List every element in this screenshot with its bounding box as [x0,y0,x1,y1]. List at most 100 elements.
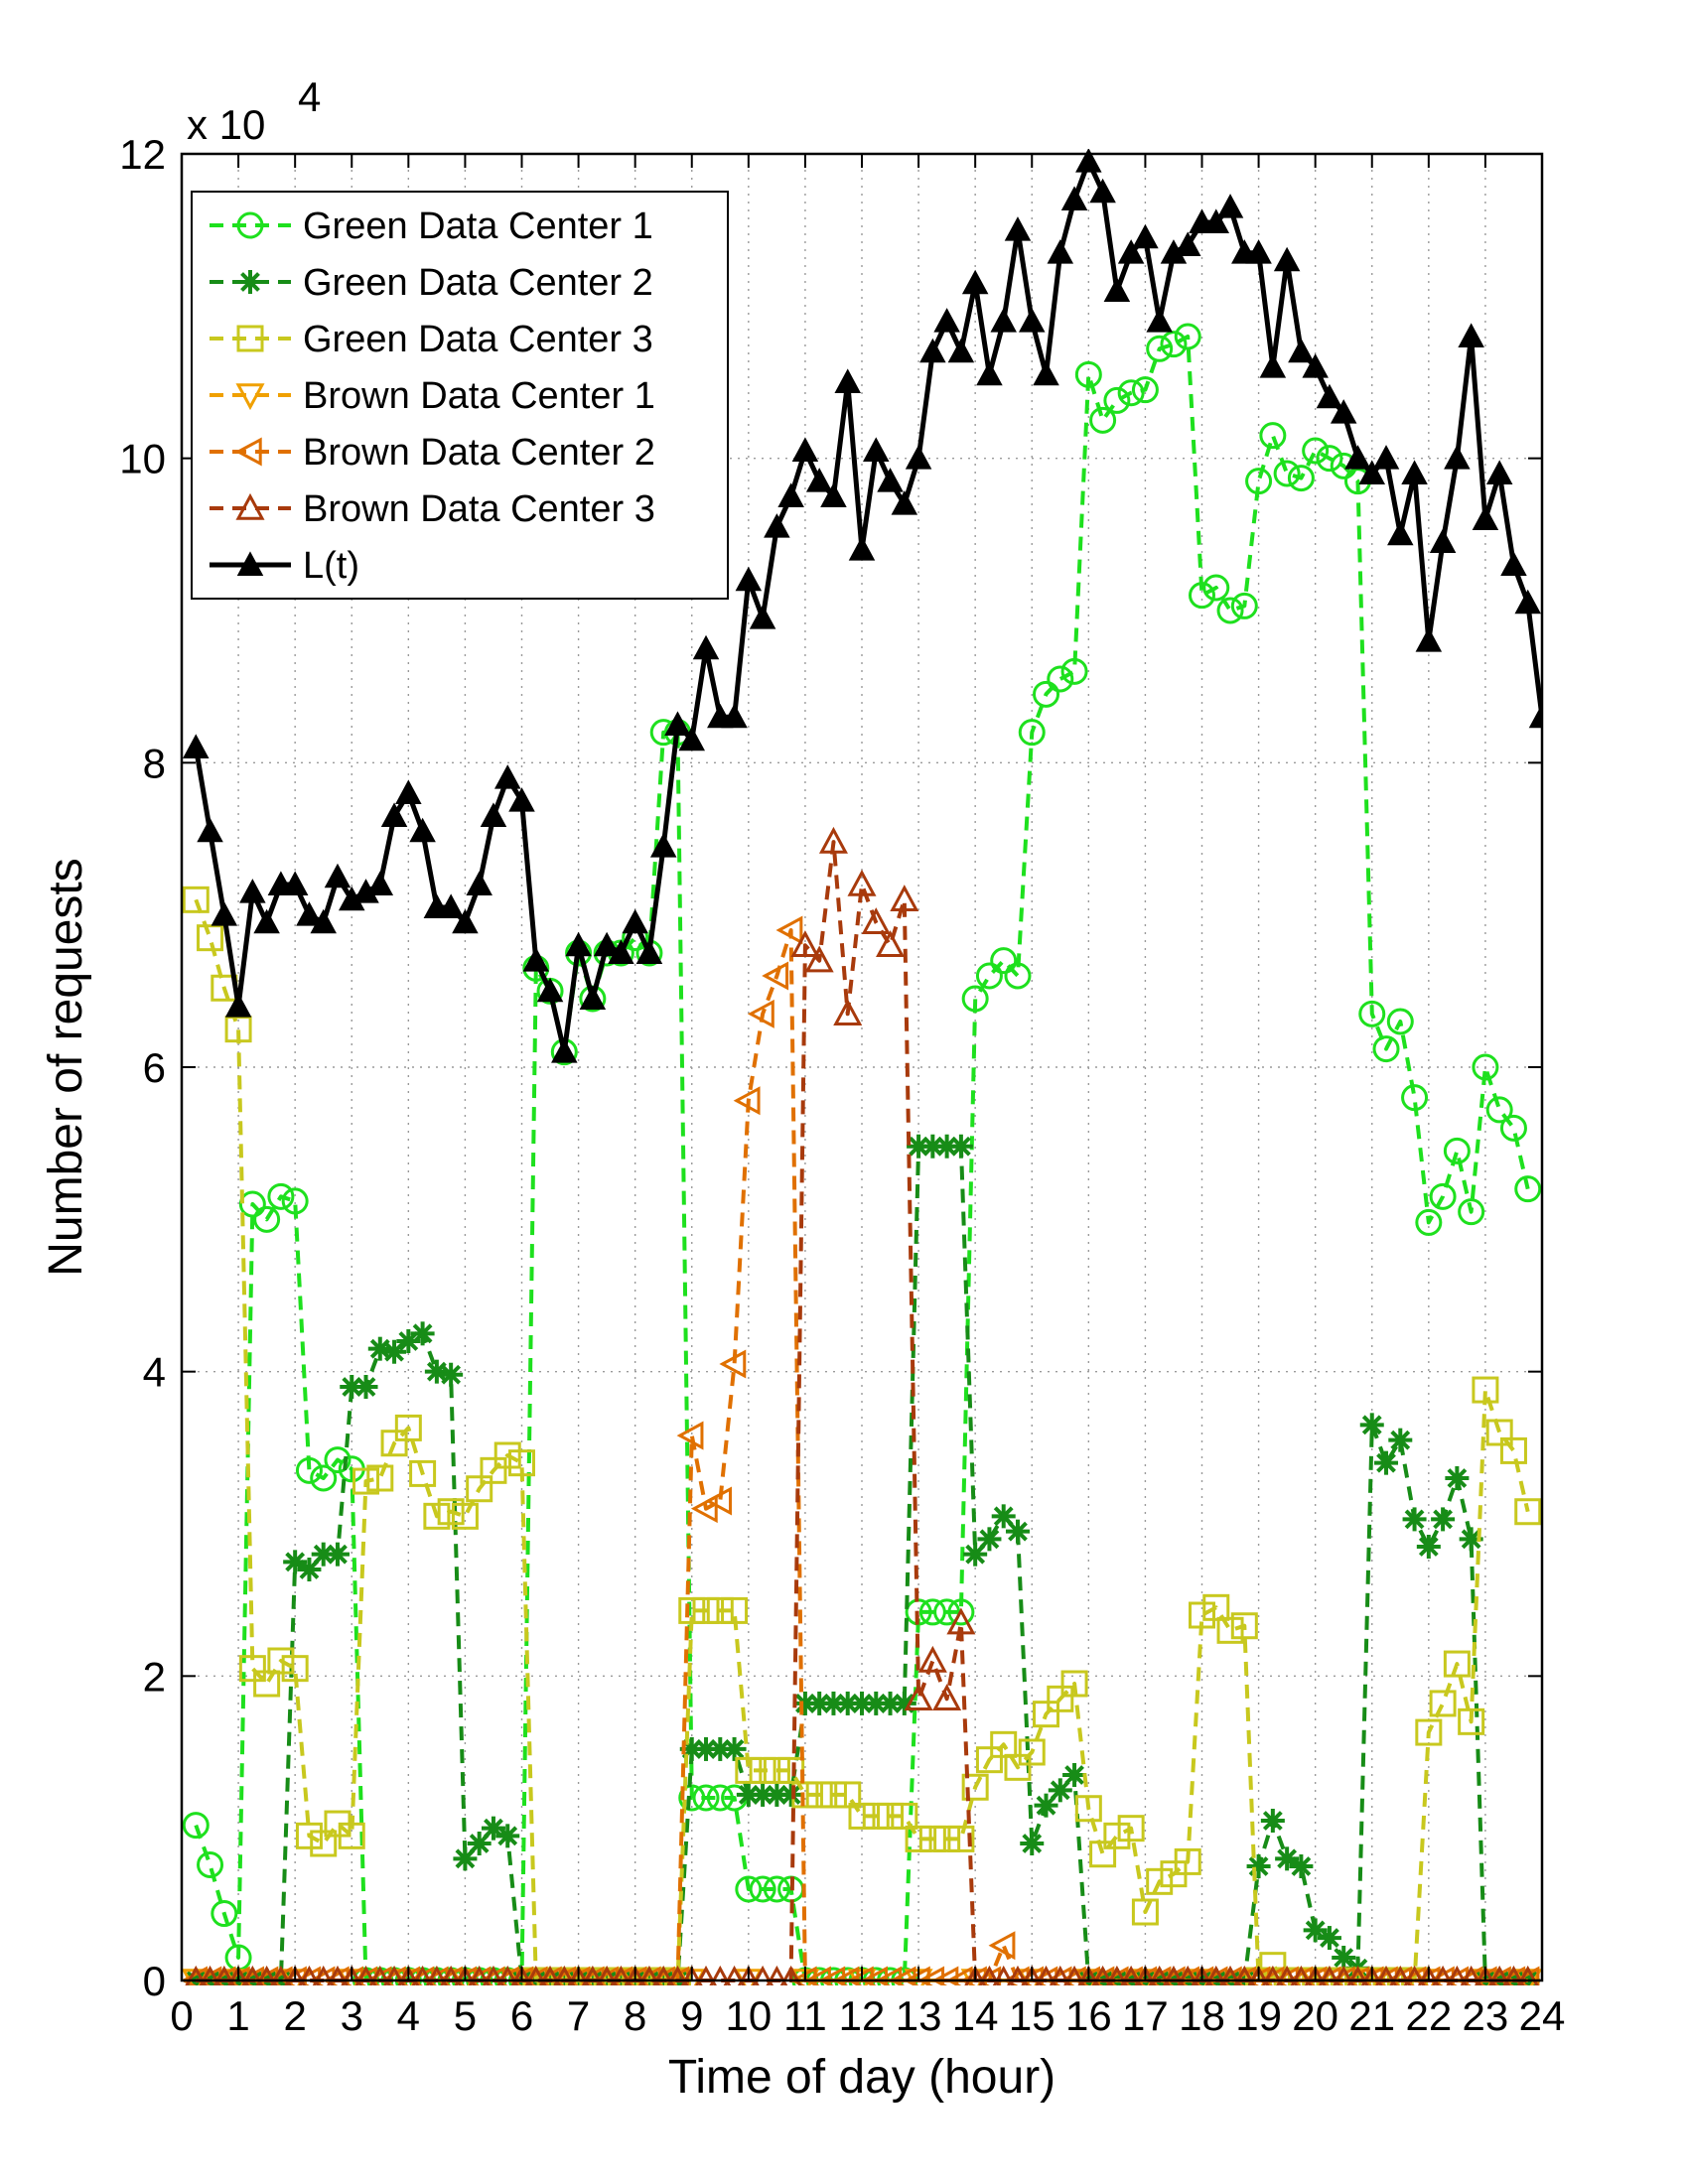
data-point-green-data-center-3 [749,1756,776,1784]
data-point-l-t [1344,445,1371,470]
data-point-green-data-center-3 [352,1467,380,1495]
data-point-green-data-center-2 [1402,1507,1427,1532]
x-tick-label: 21 [1348,1992,1395,2039]
data-point-green-data-center-1 [1499,1114,1527,1142]
legend-label: Green Data Center 1 [303,205,653,247]
x-tick-label: 15 [1009,1992,1055,2039]
legend-label: L(t) [303,545,359,587]
data-point-green-data-center-3 [1514,1498,1542,1526]
data-point-l-t [224,993,252,1018]
data-point-green-data-center-1 [706,1784,734,1812]
data-point-green-data-center-3 [1146,1867,1174,1895]
data-point-l-t [1444,445,1471,470]
data-point-green-data-center-2 [325,1542,350,1567]
data-point-green-data-center-2 [367,1336,392,1361]
data-point-green-data-center-1 [1074,360,1102,388]
data-point-green-data-center-3 [1202,1593,1230,1621]
data-point-green-data-center-2 [453,1846,478,1871]
data-point-green-data-center-1 [975,962,1003,990]
data-point-green-data-center-3 [1018,1738,1046,1766]
data-point-green-data-center-1 [1117,379,1145,407]
data-point-green-data-center-3 [1415,1718,1443,1746]
data-point-l-t [608,939,634,964]
data-point-l-t [1117,239,1145,264]
data-point-brown-data-center-2 [747,999,774,1028]
data-point-green-data-center-3 [508,1449,535,1477]
data-point-green-data-center-2 [424,1359,449,1384]
data-point-l-t [508,787,535,812]
data-point-green-data-center-3 [338,1822,365,1849]
data-point-l-t [197,817,223,843]
data-point-green-data-center-3 [1230,1612,1258,1640]
data-point-green-data-center-1 [1245,468,1273,495]
data-point-green-data-center-1 [918,1598,946,1626]
data-point-green-data-center-2 [920,1134,945,1159]
data-point-green-data-center-3 [692,1596,720,1624]
data-point-green-data-center-1 [1160,331,1188,358]
data-point-green-data-center-1 [310,1464,338,1492]
data-point-l-t [664,711,691,736]
data-point-green-data-center-2 [1020,1832,1045,1855]
data-point-green-data-center-1 [211,1900,238,1928]
y-tick-label: 12 [119,131,166,178]
data-point-brown-data-center-3 [833,999,863,1026]
data-point-green-data-center-1 [1358,1000,1386,1027]
data-point-green-data-center-1 [1202,574,1230,602]
data-point-green-data-center-2 [807,1691,832,1715]
data-point-brown-data-center-3 [804,945,834,973]
data-point-green-data-center-3 [862,1802,890,1830]
data-point-green-data-center-1 [1273,460,1301,487]
data-point-l-t [579,985,607,1010]
data-point-green-data-center-3 [805,1781,833,1809]
data-point-brown-data-center-3 [790,930,820,958]
data-point-green-data-center-3 [721,1596,749,1624]
data-point-l-t [721,703,748,729]
data-point-green-data-center-1 [1302,437,1330,465]
y-multiplier-exponent: 4 [298,73,321,120]
legend-marker [235,383,265,411]
data-point-green-data-center-1 [1216,597,1244,624]
x-tick-label: 13 [896,1992,942,2039]
data-point-green-data-center-3 [451,1502,479,1530]
data-point-green-data-center-3 [380,1430,408,1457]
data-point-green-data-center-1 [253,1205,281,1233]
series-l-t [183,149,1542,1063]
data-point-green-data-center-3 [834,1781,862,1809]
data-point-l-t [1132,223,1159,249]
data-point-l-t [961,269,989,295]
data-point-l-t [791,437,819,462]
data-point-green-data-center-1 [947,1598,975,1626]
data-point-brown-data-center-2 [988,1931,1016,1961]
data-point-l-t [1485,460,1513,484]
data-point-green-data-center-1 [1401,1084,1429,1112]
data-point-l-t [1500,551,1527,576]
x-tick-label: 10 [725,1992,772,2039]
data-point-l-t [649,833,677,858]
legend: Green Data Center 1 Green Data Center 2 Gr… [191,191,729,600]
legend-marker [236,325,264,352]
data-point-green-data-center-3 [905,1825,932,1852]
legend-marker [236,211,264,239]
data-point-brown-data-center-2 [705,1486,732,1516]
data-point-green-data-center-2 [963,1542,988,1567]
x-tick-label: 0 [170,1992,193,2039]
data-point-green-data-center-2 [1062,1763,1087,1787]
data-point-green-data-center-1 [1047,665,1074,693]
data-point-green-data-center-1 [763,1875,790,1903]
data-point-green-data-center-3 [961,1773,989,1801]
legend-item-brown-data-center-2: Brown Data Center 2 [210,432,655,474]
data-point-l-t [891,490,918,515]
data-point-green-data-center-3 [253,1670,281,1698]
data-point-green-data-center-1 [692,1784,720,1812]
data-point-l-t [947,338,975,363]
data-point-l-t [183,734,210,758]
data-point-l-t [536,977,564,1003]
data-point-green-data-center-1 [1429,1182,1457,1210]
data-point-green-data-center-3 [1485,1419,1513,1446]
x-tick-label: 14 [952,1992,999,2039]
legend-item-green-data-center-1: Green Data Center 1 [210,205,653,247]
data-point-green-data-center-1 [1174,323,1201,350]
x-tick-label: 23 [1463,1992,1509,2039]
data-point-l-t [551,1038,578,1063]
data-point-green-data-center-1 [1230,592,1258,619]
